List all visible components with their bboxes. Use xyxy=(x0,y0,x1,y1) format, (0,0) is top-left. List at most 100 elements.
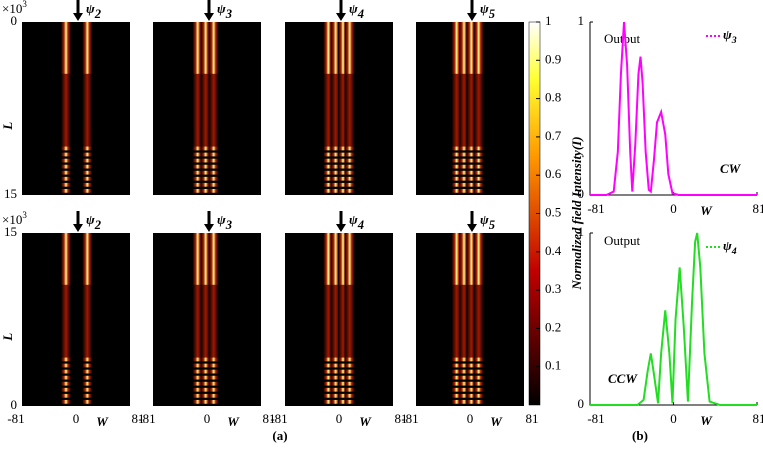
field-spot xyxy=(61,164,71,169)
field-stripe-dim xyxy=(82,284,93,358)
y-tick-label: 15 xyxy=(4,186,17,201)
field-spot xyxy=(473,387,484,392)
field-spot xyxy=(338,164,348,169)
panel-label: ψ4 xyxy=(349,212,364,232)
field-spot xyxy=(200,164,211,169)
field-stripe xyxy=(192,233,203,285)
field-spot xyxy=(451,387,462,392)
x-tick-label: 0 xyxy=(336,411,343,426)
field-spot xyxy=(330,146,341,151)
field-spot xyxy=(323,176,334,181)
field-spot xyxy=(208,182,219,187)
x-tick-label: 81 xyxy=(132,411,145,426)
panel-label: ψ2 xyxy=(86,1,102,21)
field-stripe xyxy=(344,22,355,74)
field-spot xyxy=(473,170,484,175)
field-stripe xyxy=(61,22,71,74)
panel-label: ψ2 xyxy=(86,212,102,232)
field-spot xyxy=(82,375,93,380)
panel-label-symbol: ψ xyxy=(480,1,489,16)
field-stripe-dim xyxy=(466,284,477,358)
field-spot xyxy=(338,176,348,181)
panel-label-subscript: 4 xyxy=(357,7,364,21)
panel-label-subscript: 5 xyxy=(489,218,495,232)
colorbar-label: Normalized field Intensity(I) xyxy=(569,136,584,290)
field-spot xyxy=(473,164,484,169)
field-stripe-dim xyxy=(451,73,462,147)
field-spot xyxy=(61,369,71,374)
field-spot xyxy=(466,369,477,374)
field-spot xyxy=(61,357,71,362)
field-spot xyxy=(82,188,93,193)
field-spot xyxy=(208,387,219,392)
x-tick-label: 0 xyxy=(204,411,211,426)
field-spot xyxy=(82,363,93,368)
y-tick-label: 0 xyxy=(578,396,585,411)
field-spot xyxy=(459,363,469,368)
field-spot xyxy=(208,357,219,362)
field-spot xyxy=(338,381,348,386)
field-spot xyxy=(338,375,348,380)
field-stripe xyxy=(451,22,462,74)
field-spot xyxy=(208,152,219,157)
field-stripe xyxy=(338,233,348,285)
field-spot xyxy=(459,152,469,157)
field-spot xyxy=(466,399,477,404)
field-stripe xyxy=(200,22,211,74)
field-spot xyxy=(330,170,341,175)
y-tick-label: 0 xyxy=(11,397,18,412)
field-spot xyxy=(82,381,93,386)
field-stripe-dim xyxy=(344,284,355,358)
field-spot xyxy=(192,176,203,181)
y-tick-label: 15 xyxy=(4,224,17,239)
field-stripe xyxy=(459,233,469,285)
legend-entry-symbol: ψ xyxy=(723,27,732,42)
field-spot xyxy=(61,146,71,151)
panel-label-subscript: 2 xyxy=(94,218,102,232)
field-spot xyxy=(82,357,93,362)
data-line xyxy=(590,232,757,406)
field-spot xyxy=(200,357,211,362)
field-spot xyxy=(451,170,462,175)
field-spot xyxy=(451,152,462,157)
x-axis-label: W xyxy=(490,414,503,429)
field-spot xyxy=(61,158,71,163)
field-spot xyxy=(323,387,334,392)
field-spot xyxy=(192,381,203,386)
field-spot xyxy=(192,164,203,169)
field-spot xyxy=(344,146,355,151)
colorbar-tick-label: 1 xyxy=(545,13,552,28)
heatmap-field xyxy=(451,22,484,193)
y-axis-label: L xyxy=(0,333,15,342)
field-spot xyxy=(82,164,93,169)
field-spot xyxy=(344,399,355,404)
field-spot xyxy=(459,170,469,175)
x-tick-label: 81 xyxy=(753,411,763,426)
y-multiplier-base: ×10 xyxy=(2,1,22,16)
panel-label-symbol: ψ xyxy=(349,212,358,227)
field-spot xyxy=(466,375,477,380)
panel-label-symbol: ψ xyxy=(86,1,95,16)
field-spot xyxy=(330,188,341,193)
field-spot xyxy=(61,188,71,193)
panel-label-symbol: ψ xyxy=(217,212,226,227)
field-spot xyxy=(330,393,341,398)
field-spot xyxy=(338,393,348,398)
field-stripe-dim xyxy=(61,284,71,358)
field-spot xyxy=(61,363,71,368)
field-spot xyxy=(200,369,211,374)
field-spot xyxy=(451,375,462,380)
x-tick-label: -81 xyxy=(587,201,604,216)
field-spot xyxy=(200,363,211,368)
field-spot xyxy=(451,357,462,362)
field-spot xyxy=(338,170,348,175)
x-axis-label: W xyxy=(700,203,713,218)
field-spot xyxy=(330,363,341,368)
y-multiplier: ×103 xyxy=(2,0,27,16)
field-spot xyxy=(330,152,341,157)
x-axis-label: W xyxy=(96,414,109,429)
field-stripe-dim xyxy=(451,284,462,358)
panel-label: ψ3 xyxy=(217,1,232,21)
arrow-head xyxy=(467,224,477,232)
